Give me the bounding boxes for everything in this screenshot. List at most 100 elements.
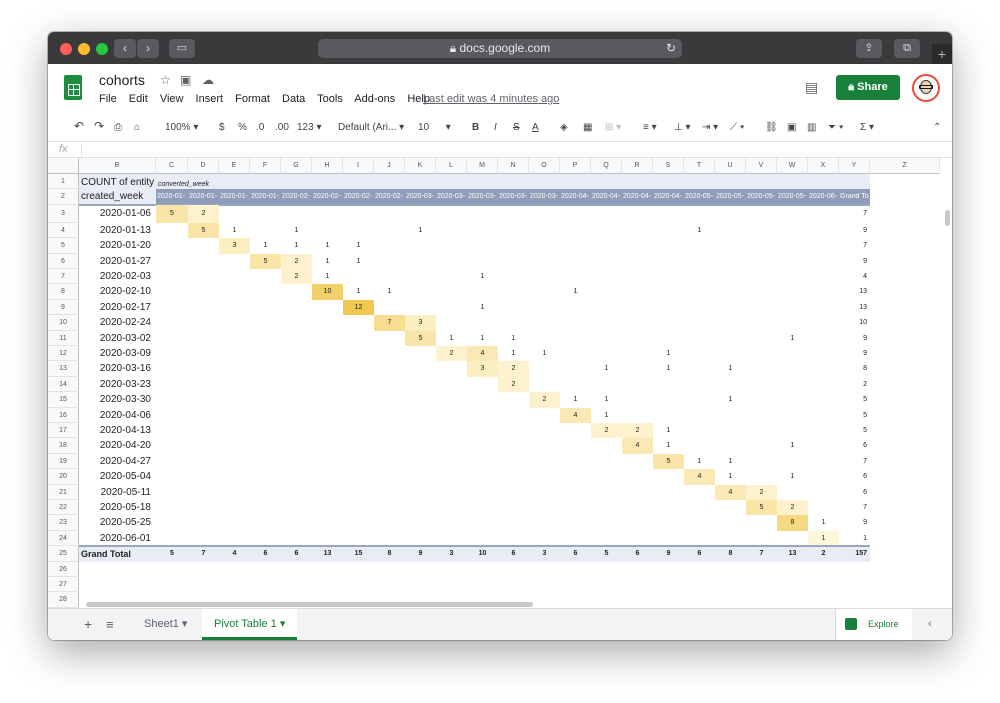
row-grand-total[interactable]: 1 <box>863 534 867 542</box>
week-column-header[interactable]: 2020-02- <box>375 193 404 201</box>
pivot-cell[interactable]: 2 <box>498 361 529 377</box>
comment-history-icon[interactable]: ▤ <box>805 79 819 95</box>
week-column-header[interactable]: 2020-06- <box>809 193 838 201</box>
forward-button[interactable]: › <box>137 39 159 58</box>
menu-help[interactable]: Help <box>407 93 430 105</box>
row-grand-total[interactable]: 13 <box>859 288 867 296</box>
created-week-row-label[interactable]: 2020-04-27 <box>99 455 151 467</box>
paint-format-icon[interactable]: ⌂ <box>134 122 141 133</box>
row-header[interactable]: 2 <box>48 189 79 205</box>
created-week-row-label[interactable]: 2020-02-24 <box>99 317 151 329</box>
column-header-w[interactable]: W <box>777 158 808 174</box>
close-window-button[interactable] <box>60 43 72 55</box>
pivot-cell[interactable]: 1 <box>294 242 299 250</box>
column-header-x[interactable]: X <box>808 158 839 174</box>
row-header[interactable]: 8 <box>48 284 79 300</box>
percent-format-button[interactable]: % <box>238 122 247 133</box>
created-week-row-label[interactable]: 2020-02-03 <box>99 271 151 282</box>
share-button[interactable]: 🔒︎ Share <box>836 75 900 100</box>
pivot-cell[interactable]: 5 <box>156 204 188 223</box>
number-format-select[interactable]: 123 ▾ <box>297 122 322 133</box>
back-button[interactable]: ‹ <box>114 39 136 58</box>
row-header[interactable]: 27 <box>48 577 79 593</box>
week-column-header[interactable]: 2020-04- <box>623 193 652 201</box>
pivot-cell[interactable]: 4 <box>715 484 746 500</box>
tab-sheet1[interactable]: Sheet1 ▾ <box>144 618 188 630</box>
pivot-cell[interactable]: 1 <box>790 334 795 342</box>
pivot-cell[interactable]: 1 <box>356 242 361 250</box>
pivot-cell[interactable]: 1 <box>418 226 423 234</box>
column-header-h[interactable]: H <box>312 158 343 174</box>
row-header[interactable]: 20 <box>48 469 79 485</box>
pivot-cell[interactable]: 1 <box>294 226 299 234</box>
explore-button[interactable]: Explore <box>835 609 912 640</box>
pivot-cell[interactable]: 7 <box>374 315 405 331</box>
grand-total-column-header[interactable]: Grand To <box>840 193 869 201</box>
pivot-cell[interactable]: 3 <box>405 315 436 331</box>
pivot-cell[interactable]: 1 <box>604 396 609 404</box>
row-grand-total[interactable]: 7 <box>863 504 867 511</box>
row-grand-total[interactable]: 10 <box>859 319 867 327</box>
pivot-cell[interactable]: 1 <box>821 519 826 527</box>
column-grand-total[interactable]: 13 <box>788 550 797 558</box>
row-header[interactable]: 26 <box>48 561 79 577</box>
pivot-cell[interactable]: 1 <box>790 473 795 481</box>
created-week-row-label[interactable]: 2020-02-17 <box>99 301 151 313</box>
pivot-cell[interactable]: 1 <box>542 350 547 357</box>
document-title[interactable]: cohorts <box>99 72 145 88</box>
pivot-cell[interactable]: 1 <box>666 442 671 450</box>
undo-icon[interactable]: ↶ <box>74 119 85 133</box>
pivot-cell[interactable]: 1 <box>604 365 609 373</box>
row-header[interactable]: 1 <box>48 174 79 190</box>
pivot-cell[interactable]: 3 <box>219 238 250 254</box>
created-week-row-label[interactable]: 2020-01-06 <box>99 207 151 219</box>
column-grand-total[interactable]: 6 <box>697 550 702 558</box>
created-week-row-label[interactable]: 2020-03-30 <box>99 394 151 406</box>
row-header[interactable]: 14 <box>48 376 79 393</box>
row-header[interactable]: 7 <box>48 269 79 285</box>
created-week-row-label[interactable]: 2020-06-01 <box>99 532 151 544</box>
pivot-cell[interactable]: 1 <box>480 334 485 342</box>
row-header[interactable]: 10 <box>48 315 79 331</box>
week-column-header[interactable]: 2020-03- <box>437 193 466 201</box>
borders-icon[interactable]: ▦ <box>583 122 593 133</box>
created-week-row-label[interactable]: 2020-03-09 <box>99 348 151 359</box>
add-sheet-icon[interactable]: + <box>84 616 93 632</box>
pivot-cell[interactable]: 1 <box>325 257 330 265</box>
horizontal-scrollbar[interactable] <box>86 602 533 607</box>
vertical-scrollbar[interactable] <box>945 210 950 226</box>
pivot-cell[interactable]: 1 <box>449 334 454 342</box>
created-week-row-label[interactable]: 2020-02-10 <box>99 286 151 298</box>
pivot-cell[interactable]: 1 <box>666 350 671 357</box>
pivot-cell[interactable]: 2 <box>591 423 622 439</box>
row-grand-total[interactable]: 6 <box>863 488 867 496</box>
column-grand-total[interactable]: 4 <box>232 550 237 558</box>
row-grand-total[interactable]: 7 <box>863 209 867 217</box>
column-grand-total[interactable]: 6 <box>573 550 578 558</box>
text-color-button[interactable]: A <box>532 122 539 133</box>
sidebar-icon[interactable]: ▭ <box>169 39 195 58</box>
column-grand-total[interactable]: 3 <box>449 550 454 558</box>
row-header[interactable]: 25 <box>48 546 79 562</box>
pivot-cell[interactable]: 5 <box>746 500 777 516</box>
row-header[interactable]: 22 <box>48 500 79 516</box>
week-column-header[interactable]: 2020-05- <box>747 193 776 201</box>
text-wrap-icon[interactable]: ⇥ ▾ <box>702 122 719 133</box>
avatar[interactable] <box>912 74 940 102</box>
pivot-cell[interactable]: 2 <box>281 269 312 285</box>
pivot-cell[interactable]: 2 <box>529 392 560 408</box>
column-grand-total[interactable]: 15 <box>354 550 363 558</box>
column-grand-total[interactable]: 6 <box>635 550 640 558</box>
menu-insert[interactable]: Insert <box>195 93 224 105</box>
row-header[interactable]: 18 <box>48 438 79 454</box>
new-tab-button[interactable]: + <box>932 44 952 64</box>
column-header-z[interactable]: Z <box>870 158 940 174</box>
row-header[interactable]: 17 <box>48 423 79 439</box>
pivot-cell[interactable]: 4 <box>560 407 591 423</box>
pivot-cell[interactable]: 2 <box>188 204 219 223</box>
row-header[interactable]: 11 <box>48 330 79 346</box>
created-week-row-label[interactable]: 2020-05-04 <box>99 471 151 483</box>
tabs-overview-icon[interactable]: ⧉ <box>894 39 920 58</box>
created-week-row-label[interactable]: 2020-03-16 <box>99 363 151 375</box>
